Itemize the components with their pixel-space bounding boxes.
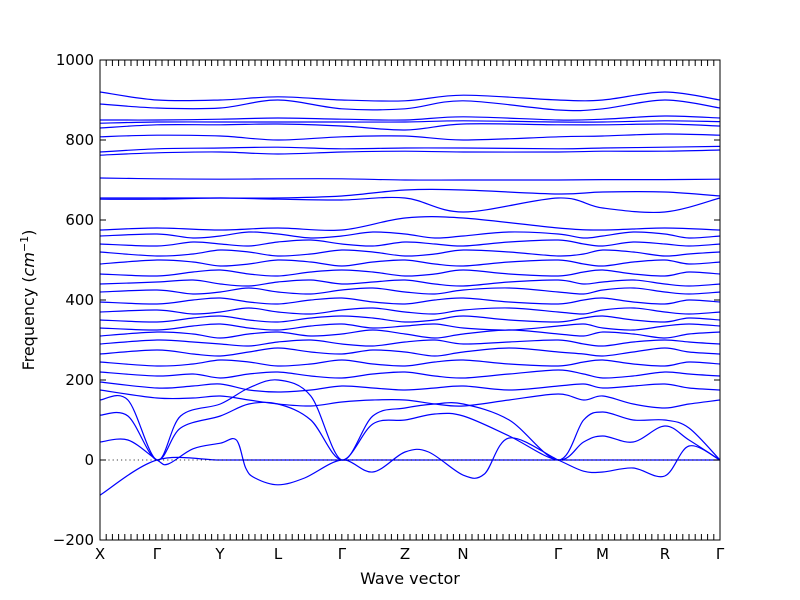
band-line-6 xyxy=(100,381,720,393)
x-tick-label: Γ xyxy=(716,545,725,563)
band-line-23 xyxy=(100,216,720,232)
band-line-7 xyxy=(100,369,720,379)
x-tick-label: N xyxy=(457,545,468,563)
band-line-1 xyxy=(100,456,720,496)
band-line-8 xyxy=(100,359,720,367)
x-tick-label: Z xyxy=(400,545,410,563)
x-tick-label: L xyxy=(274,545,283,563)
band-lines xyxy=(100,91,720,496)
x-axis-label: Wave vector xyxy=(360,569,460,588)
band-line-14 xyxy=(100,307,720,315)
band-line-33 xyxy=(100,99,720,112)
y-axis-label-close: ) xyxy=(19,230,38,236)
band-line-3 xyxy=(100,401,720,461)
band-line-5 xyxy=(100,389,720,409)
band-line-34 xyxy=(100,91,720,102)
x-tick-label: R xyxy=(660,545,670,563)
axis-ticks xyxy=(99,59,721,541)
x-tick-label: X xyxy=(95,545,105,563)
y-tick-label: 200 xyxy=(65,371,94,389)
tick-labels: −200 0 200 400 600 800 1000 X Γ Y L Γ Z N Γ M R Γ xyxy=(53,51,725,563)
band-line-16 xyxy=(100,287,720,295)
band-line-2 xyxy=(100,437,720,486)
band-line-27 xyxy=(100,149,720,156)
y-axis-unit-exponent: −1 xyxy=(18,236,31,252)
y-axis-label: Frequency (cm−1) xyxy=(18,230,38,371)
x-tick-label: M xyxy=(596,545,609,563)
band-line-18 xyxy=(100,269,720,277)
band-line-10 xyxy=(100,339,720,347)
band-line-32 xyxy=(100,115,720,121)
x-tick-label: Γ xyxy=(338,545,347,563)
band-line-9 xyxy=(100,347,720,357)
y-tick-label: 600 xyxy=(65,211,94,229)
band-line-15 xyxy=(100,297,720,305)
band-line-30 xyxy=(100,123,720,131)
x-tick-label: Γ xyxy=(153,545,162,563)
y-tick-label: −200 xyxy=(53,531,94,549)
y-tick-label: 0 xyxy=(84,451,94,469)
y-axis-unit: cm xyxy=(19,252,38,276)
y-tick-label: 800 xyxy=(65,131,94,149)
band-line-28 xyxy=(100,145,720,153)
x-tick-label: Y xyxy=(214,545,225,563)
band-line-4 xyxy=(100,379,720,461)
band-line-11 xyxy=(100,329,720,339)
y-tick-label: 400 xyxy=(65,291,94,309)
plot-frame xyxy=(99,59,721,541)
y-axis-label-text: Frequency xyxy=(19,288,38,371)
band-line-31 xyxy=(100,120,720,124)
band-line-20 xyxy=(100,249,720,257)
band-line-12 xyxy=(100,323,720,331)
band-line-25 xyxy=(100,188,720,199)
band-line-26 xyxy=(100,177,720,181)
band-line-22 xyxy=(100,231,720,239)
band-line-21 xyxy=(100,239,720,247)
band-line-13 xyxy=(100,315,720,323)
x-tick-label: Γ xyxy=(554,545,563,563)
y-tick-label: 1000 xyxy=(56,51,94,69)
band-line-19 xyxy=(100,259,720,267)
band-line-29 xyxy=(100,133,720,141)
band-line-17 xyxy=(100,279,720,287)
